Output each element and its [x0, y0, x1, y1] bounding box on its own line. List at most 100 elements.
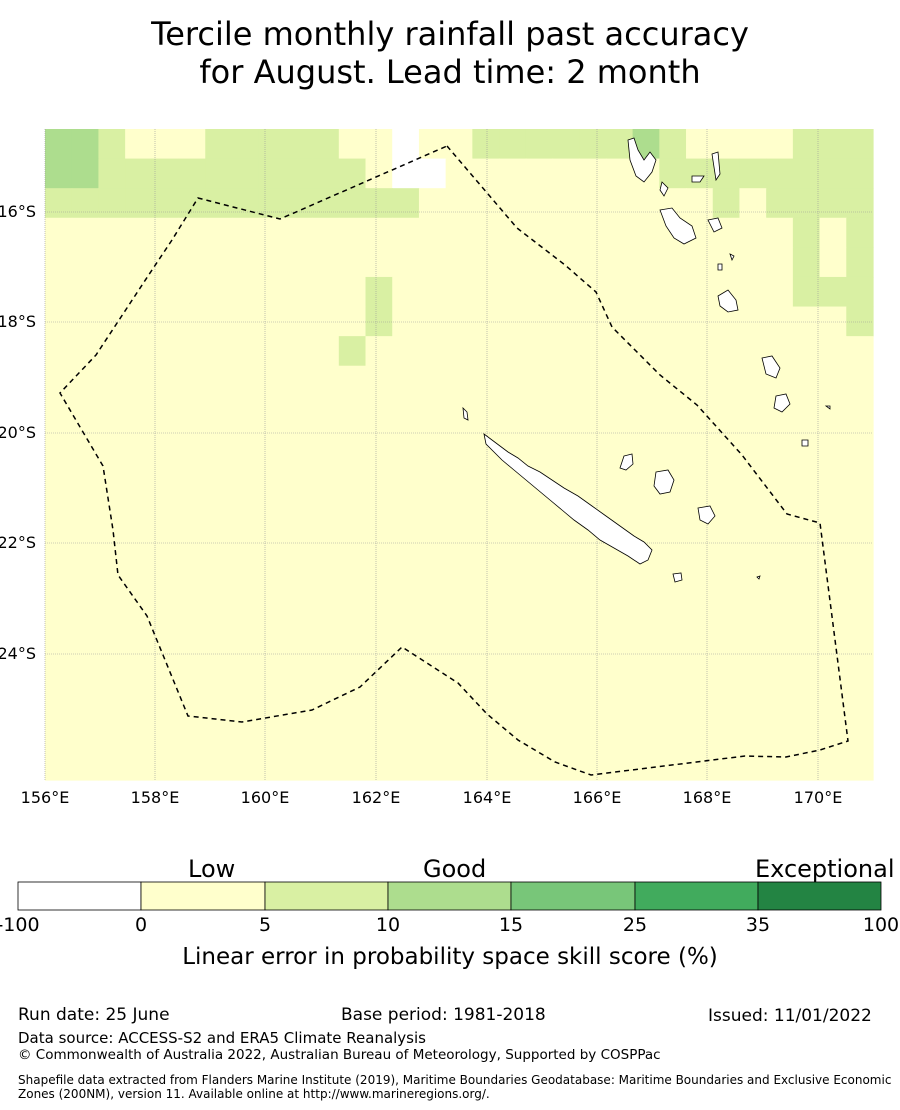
grid-cell	[258, 720, 286, 752]
grid-cell	[338, 129, 367, 160]
grid-cell	[258, 454, 286, 485]
grid-cell	[659, 543, 687, 574]
grid-cell	[231, 217, 260, 248]
grid-cell	[712, 365, 741, 396]
grid-cell	[819, 424, 847, 456]
grid-cell	[45, 661, 73, 692]
grid-cell	[231, 572, 260, 604]
colorbar-box	[140, 881, 266, 911]
grid-cell	[418, 247, 447, 278]
grid-cell	[552, 602, 580, 633]
grid-cell	[766, 720, 794, 752]
grid-cell	[258, 484, 286, 515]
grid-cell	[579, 365, 607, 396]
grid-cell	[178, 424, 206, 456]
grid-cell	[365, 454, 393, 485]
grid-cell	[312, 691, 340, 722]
grid-cell	[819, 395, 847, 426]
grid-cell	[579, 306, 607, 337]
colorbar-tick: 10	[375, 914, 401, 936]
lifou-island	[653, 469, 675, 495]
grid-cell	[766, 572, 794, 604]
latitude-label: 18°S	[0, 312, 36, 331]
grid-cell	[712, 306, 741, 337]
grid-cell	[472, 720, 500, 752]
grid-cell	[605, 276, 634, 308]
grid-cell	[632, 632, 660, 663]
grid-cell	[579, 661, 607, 692]
grid-cell	[445, 720, 473, 752]
grid-cell	[151, 424, 180, 456]
grid-cell	[819, 543, 847, 574]
grid-cell	[98, 454, 126, 485]
grid-cell	[525, 158, 554, 189]
grid-cell	[819, 602, 847, 633]
grid-cell	[98, 247, 126, 278]
longitude-label: 156°E	[21, 788, 70, 807]
grid-cell	[739, 720, 767, 752]
grid-cell	[285, 720, 313, 752]
colorbar-category-low: Low	[188, 855, 236, 883]
longitude-label: 170°E	[794, 788, 843, 807]
grid-cell	[205, 158, 233, 189]
grid-cell	[472, 129, 500, 160]
grid-cell	[445, 188, 473, 219]
grid-cell	[205, 247, 233, 278]
grid-cell	[712, 484, 741, 515]
grid-cell	[392, 513, 420, 544]
grid-cell	[525, 513, 554, 544]
grid-cell	[712, 336, 741, 367]
grid-cell	[525, 306, 554, 337]
tanna-island	[761, 355, 781, 379]
grid-cell	[392, 306, 420, 337]
grid-cell	[712, 750, 741, 781]
grid-cell	[686, 661, 714, 692]
grid-cell	[392, 424, 420, 456]
grid-cell	[205, 129, 233, 160]
grid-cell	[846, 632, 874, 663]
grid-cell	[739, 129, 767, 160]
grid-cell	[312, 602, 340, 633]
grid-cell	[205, 513, 233, 544]
grid-cell	[418, 365, 447, 396]
grid-cell	[739, 188, 767, 219]
grid-cell	[739, 247, 767, 278]
issued-date: Issued: 11/01/2022	[708, 1006, 872, 1026]
grid-cell	[739, 632, 767, 663]
grid-cell	[285, 661, 313, 692]
grid-cell	[686, 632, 714, 663]
grid-cell	[659, 129, 687, 160]
grid-cell	[846, 543, 874, 574]
colorbar-box	[387, 881, 512, 911]
grid-cell	[258, 513, 286, 544]
grid-cell	[792, 720, 821, 752]
grid-cell	[712, 632, 741, 663]
grid-cell	[819, 188, 847, 219]
grid-cell	[45, 602, 73, 633]
grid-cell	[819, 365, 847, 396]
grid-cell	[686, 336, 714, 367]
grid-cell	[365, 720, 393, 752]
grid-cell	[365, 365, 393, 396]
grid-cell	[472, 365, 500, 396]
grid-cell	[739, 484, 767, 515]
grid-cell	[792, 336, 821, 367]
grid-cell	[472, 513, 500, 544]
small-islet-b	[729, 253, 735, 262]
grid-cell	[819, 158, 847, 189]
grid-cell	[712, 454, 741, 485]
grid-cell	[45, 720, 73, 752]
grid-cell	[205, 217, 233, 248]
grid-cell	[205, 424, 233, 456]
grid-cell	[71, 158, 100, 189]
grid-cell	[338, 336, 367, 367]
grid-cell	[338, 691, 367, 722]
grid-cell	[258, 158, 286, 189]
grid-cell	[552, 129, 580, 160]
grid-cell	[312, 158, 340, 189]
grid-cell	[231, 365, 260, 396]
grid-cell	[846, 306, 874, 337]
grid-cell	[365, 484, 393, 515]
grid-cell	[605, 484, 634, 515]
grid-cell	[766, 247, 794, 278]
